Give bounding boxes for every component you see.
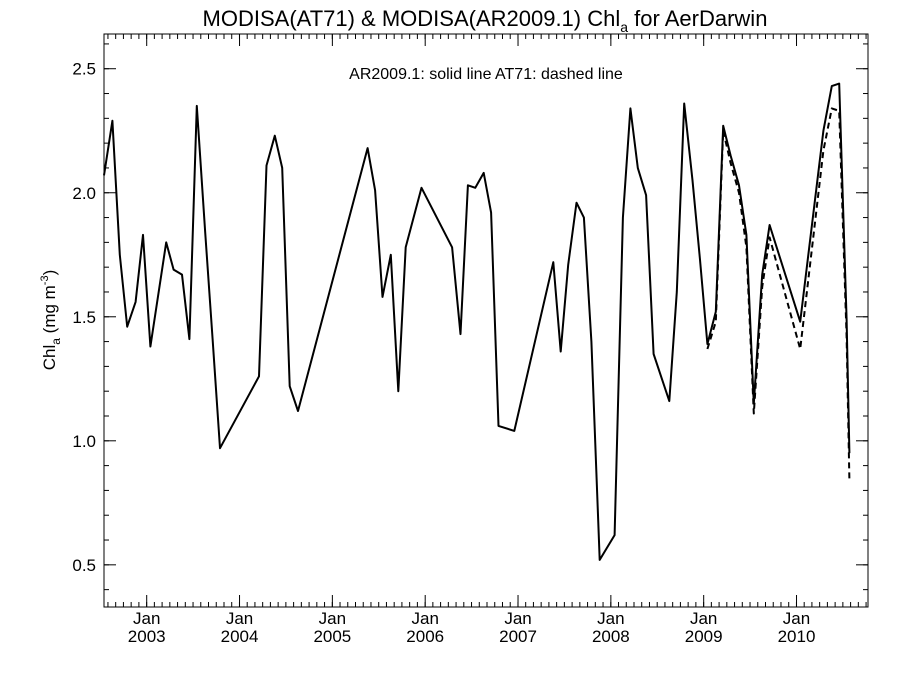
y-axis-label: Chla (mg m-3) — [39, 270, 63, 371]
x-tick-label-month: Jan — [504, 609, 531, 628]
y-tick-label: 1.5 — [72, 308, 96, 327]
y-axis-label-main: Chl — [40, 345, 59, 371]
x-tick-label-year: 2006 — [406, 627, 444, 646]
series-line-ar2009-1 — [103, 82, 851, 561]
chart-title-tail: for AerDarwin — [628, 6, 767, 31]
x-tick-label-year: 2007 — [499, 627, 537, 646]
x-tick-label-year: 2010 — [778, 627, 816, 646]
y-tick-label: 1.0 — [72, 432, 96, 451]
axes: 0.51.01.52.02.5Jan2003Jan2004Jan2005Jan2… — [72, 33, 869, 646]
y-tick-label: 0.5 — [72, 556, 96, 575]
x-tick-label-month: Jan — [783, 609, 810, 628]
svg-text:Chla (mg m-3): Chla (mg m-3) — [39, 270, 63, 371]
y-axis-label-subscript: a — [49, 338, 63, 345]
x-tick-label-month: Jan — [226, 609, 253, 628]
x-tick-label-year: 2004 — [221, 627, 259, 646]
x-tick-label-month: Jan — [319, 609, 346, 628]
x-tick-label-year: 2003 — [128, 627, 166, 646]
chart-title-main: MODISA(AT71) & MODISA(AR2009.1) Chl — [203, 6, 621, 31]
x-tick-label-year: 2008 — [592, 627, 630, 646]
y-axis-label-close: ) — [40, 270, 59, 276]
x-tick-label-year: 2009 — [685, 627, 723, 646]
x-tick-label-month: Jan — [133, 609, 160, 628]
legend-annotation: AR2009.1: solid line AT71: dashed line — [349, 66, 623, 83]
y-axis-label-exponent: -3 — [39, 275, 51, 285]
x-tick-label-month: Jan — [690, 609, 717, 628]
y-tick-label: 2.0 — [72, 184, 96, 203]
chart-title-subscript: a — [620, 19, 628, 35]
chart-title: MODISA(AT71) & MODISA(AR2009.1) Chla for… — [203, 6, 768, 35]
y-tick-label: 2.5 — [72, 60, 96, 79]
x-tick-label-year: 2005 — [313, 627, 351, 646]
series-line-at71 — [706, 107, 851, 481]
plot-area — [103, 82, 851, 561]
x-tick-label-month: Jan — [411, 609, 438, 628]
y-axis-label-unit: (mg m — [40, 285, 59, 338]
plot-frame — [103, 33, 869, 608]
x-tick-label-month: Jan — [597, 609, 624, 628]
